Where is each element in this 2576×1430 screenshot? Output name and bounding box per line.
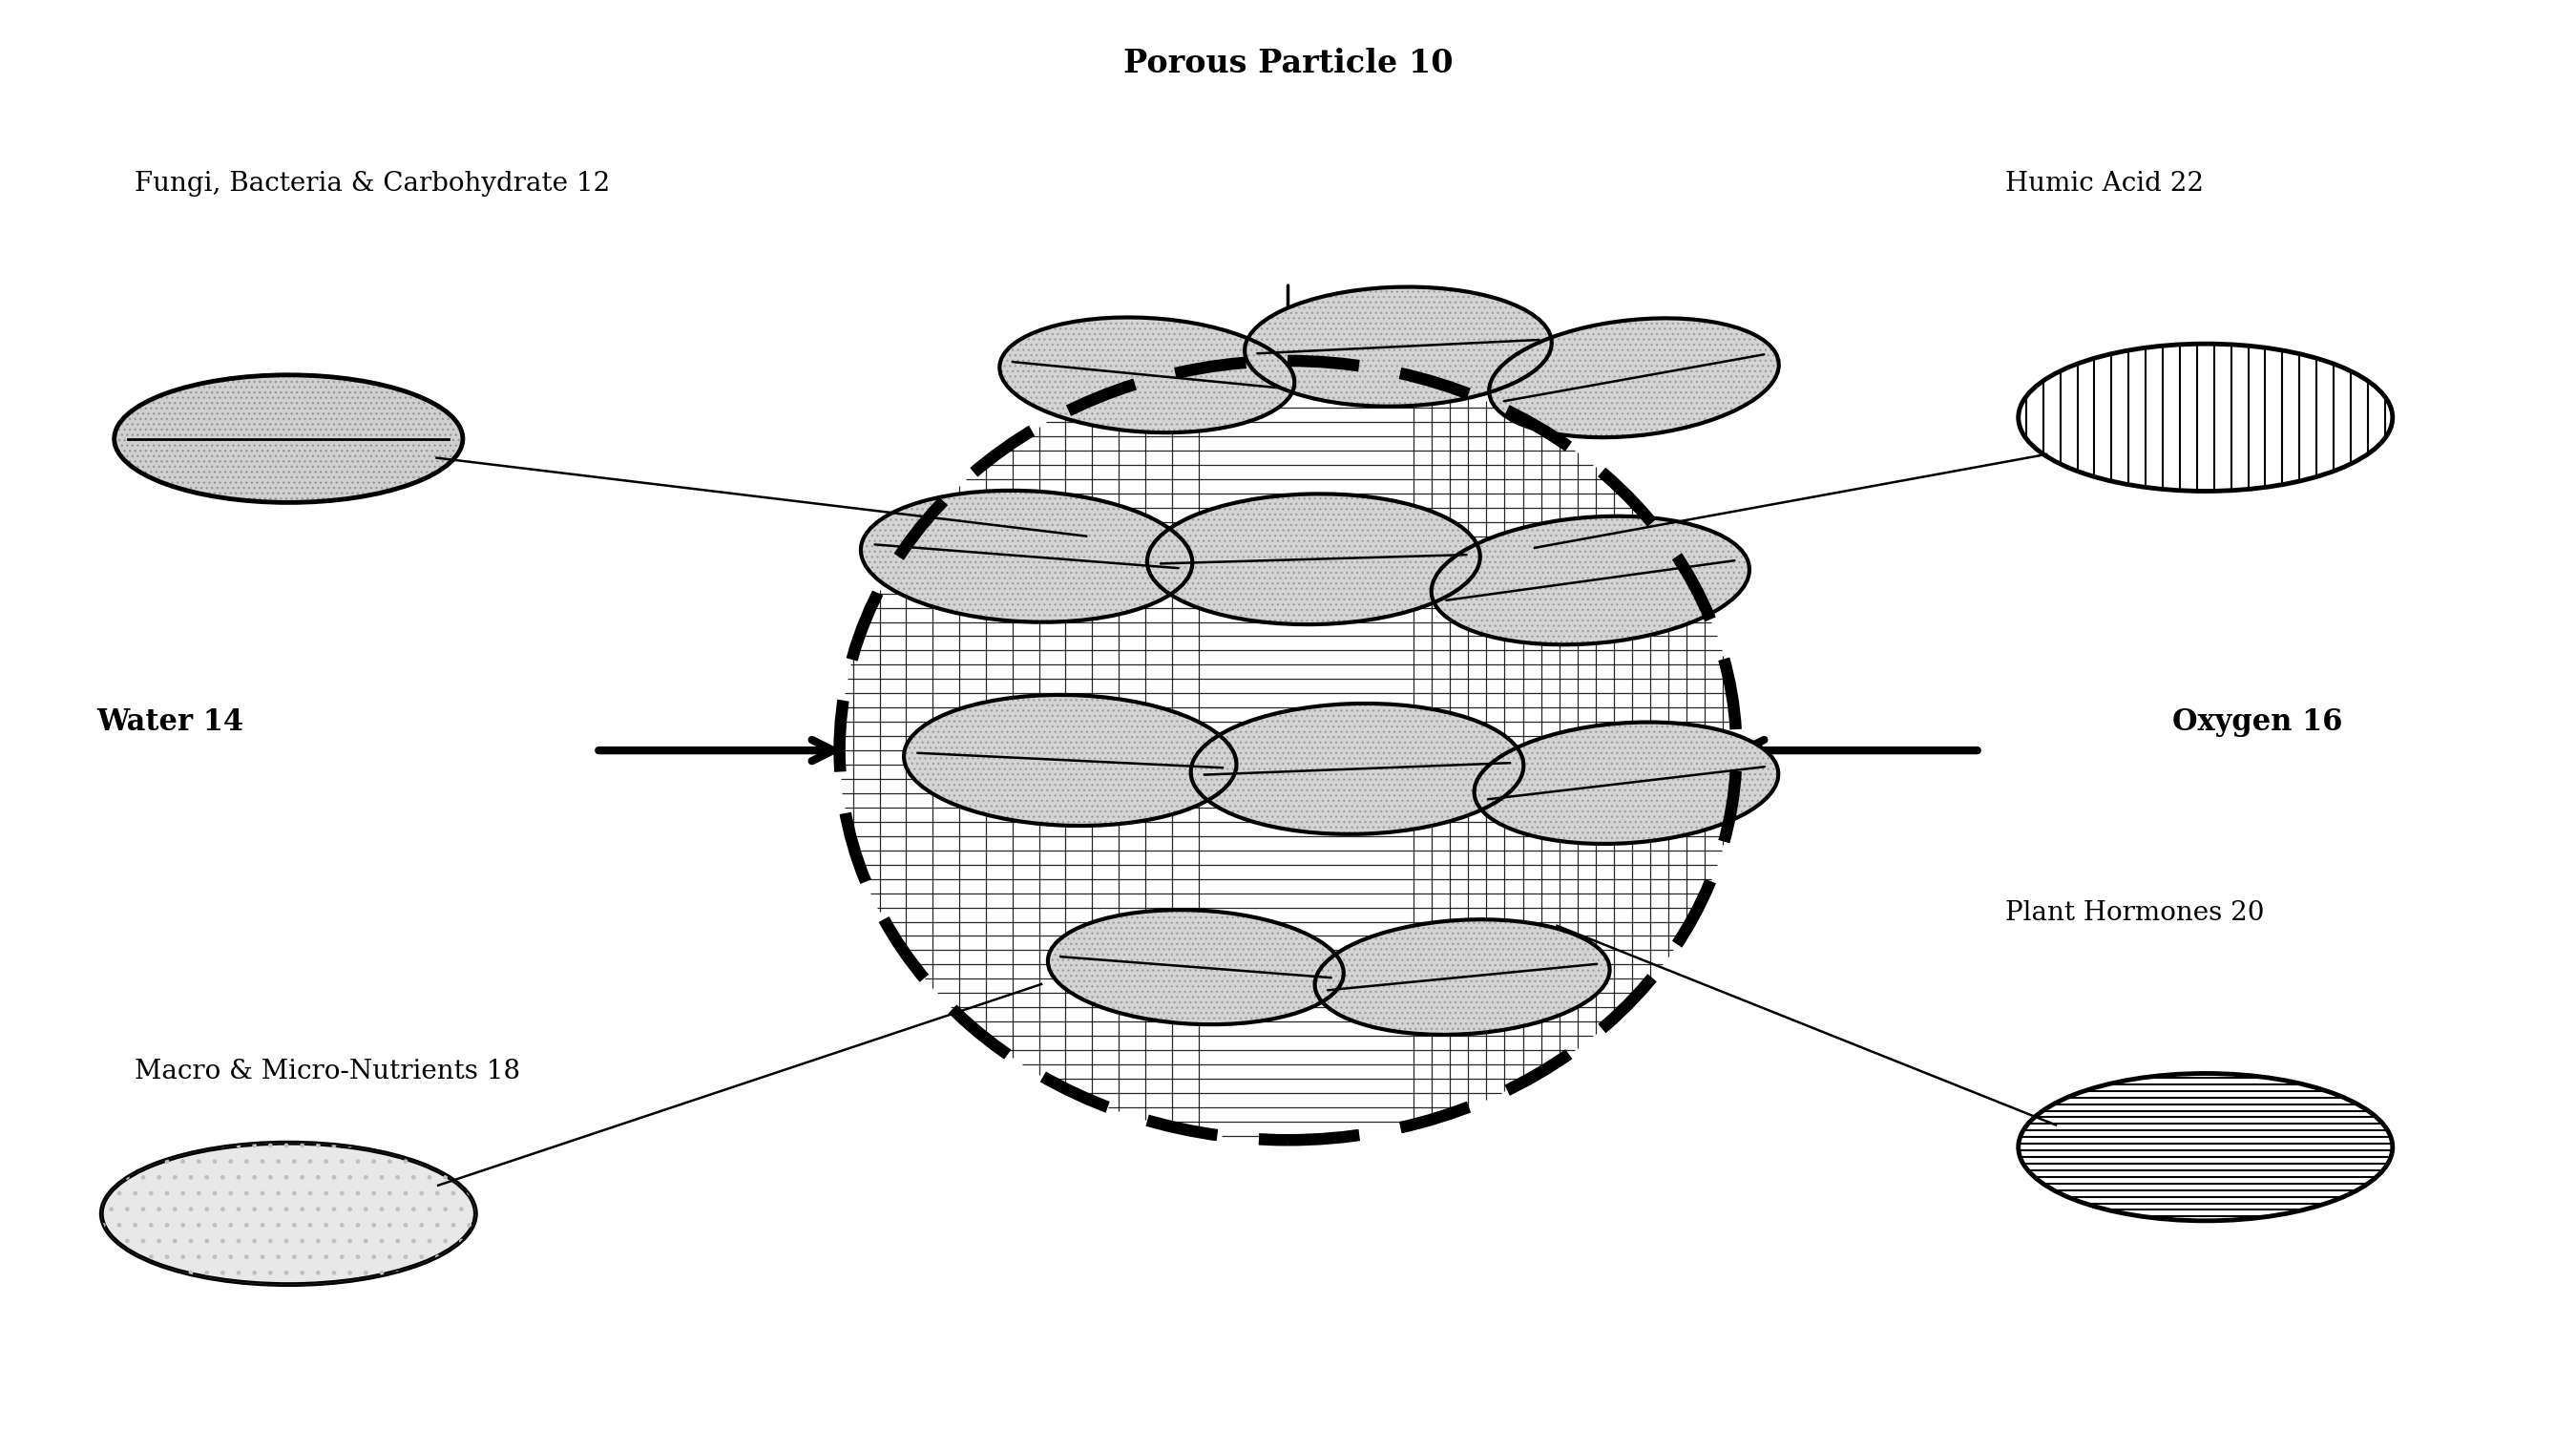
Ellipse shape <box>100 1143 477 1284</box>
Ellipse shape <box>1048 909 1345 1024</box>
Ellipse shape <box>113 375 464 502</box>
Ellipse shape <box>999 317 1296 433</box>
Ellipse shape <box>1314 919 1610 1035</box>
Ellipse shape <box>1244 287 1551 406</box>
Text: Plant Hormones 20: Plant Hormones 20 <box>2007 901 2264 927</box>
Text: Humic Acid 22: Humic Acid 22 <box>2007 170 2205 196</box>
Ellipse shape <box>1146 493 1481 625</box>
Text: Water 14: Water 14 <box>95 708 242 736</box>
Ellipse shape <box>1244 287 1551 406</box>
Ellipse shape <box>1190 704 1522 834</box>
Ellipse shape <box>1473 722 1777 844</box>
Text: Macro & Micro-Nutrients 18: Macro & Micro-Nutrients 18 <box>134 1060 520 1085</box>
Ellipse shape <box>1314 919 1610 1035</box>
Ellipse shape <box>2020 1074 2393 1221</box>
Text: Porous Particle 10: Porous Particle 10 <box>1123 47 1453 79</box>
Ellipse shape <box>860 490 1193 622</box>
Ellipse shape <box>1432 516 1749 645</box>
Text: Fungi, Bacteria & Carbohydrate 12: Fungi, Bacteria & Carbohydrate 12 <box>134 170 611 196</box>
Ellipse shape <box>840 360 1736 1140</box>
Ellipse shape <box>904 695 1236 825</box>
Ellipse shape <box>860 490 1193 622</box>
Ellipse shape <box>1146 493 1481 625</box>
Ellipse shape <box>1489 319 1780 438</box>
Ellipse shape <box>1048 909 1345 1024</box>
Ellipse shape <box>1190 704 1522 834</box>
Ellipse shape <box>113 375 464 502</box>
Ellipse shape <box>904 695 1236 825</box>
Text: Oxygen 16: Oxygen 16 <box>2172 708 2342 736</box>
Ellipse shape <box>1489 319 1780 438</box>
Ellipse shape <box>1473 722 1777 844</box>
Ellipse shape <box>1432 516 1749 645</box>
Ellipse shape <box>2020 343 2393 490</box>
Ellipse shape <box>999 317 1296 433</box>
